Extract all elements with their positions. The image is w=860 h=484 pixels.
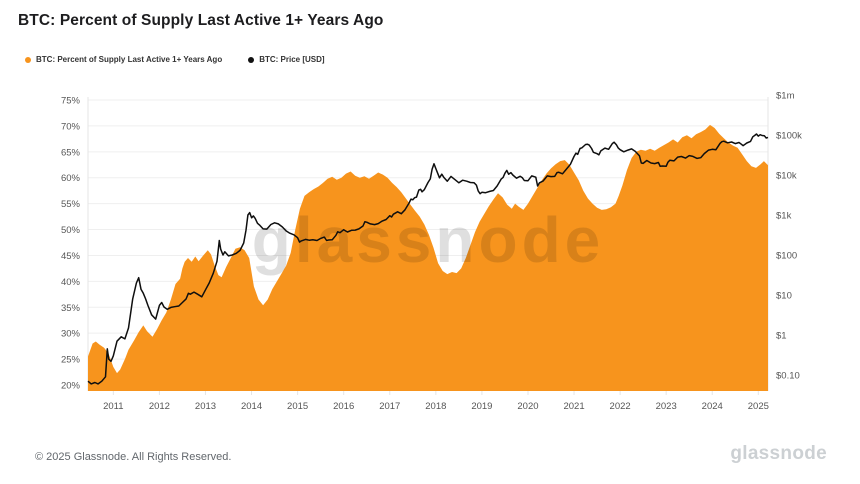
left-axis-tick-label: 60% — [61, 173, 81, 184]
legend-label-supply: BTC: Percent of Supply Last Active 1+ Ye… — [36, 55, 223, 64]
x-axis-tick-label: 2015 — [287, 401, 308, 412]
x-axis-tick-label: 2012 — [149, 401, 170, 412]
left-axis-tick-label: 30% — [61, 329, 81, 340]
left-axis-tick-label: 40% — [61, 277, 81, 288]
x-axis-tick-label: 2014 — [241, 401, 262, 412]
right-axis-tick-label: $1 — [776, 331, 787, 342]
legend-item-price[interactable]: BTC: Price [USD] — [248, 55, 325, 64]
x-axis-tick-label: 2024 — [702, 401, 723, 412]
left-axis-tick-label: 70% — [61, 121, 81, 132]
right-axis-tick-label: $100 — [776, 251, 797, 262]
right-axis-tick-label: $0.10 — [776, 371, 800, 382]
x-axis-tick-label: 2022 — [610, 401, 631, 412]
glassnode-logo: glassnode — [730, 443, 827, 464]
supply-legend-dot-icon — [25, 56, 31, 63]
footer-copyright: © 2025 Glassnode. All Rights Reserved. — [35, 451, 232, 463]
left-axis-tick-label: 20% — [61, 381, 81, 392]
right-axis-tick-label: $1m — [776, 91, 795, 102]
x-axis-tick-label: 2013 — [195, 401, 216, 412]
left-axis-tick-label: 25% — [61, 355, 81, 366]
right-axis-tick-label: $100k — [776, 131, 802, 142]
chart-legend: BTC: Percent of Supply Last Active 1+ Ye… — [25, 55, 325, 64]
price-line-series — [87, 133, 769, 385]
x-axis-tick-label: 2021 — [563, 401, 584, 412]
left-axis-tick-label: 75% — [61, 96, 81, 107]
x-axis-tick-label: 2017 — [379, 401, 400, 412]
price-legend-dot-icon — [248, 56, 255, 63]
x-axis-tick-label: 2018 — [425, 401, 446, 412]
x-axis-tick-label: 2025 — [748, 401, 769, 412]
left-axis-tick-label: 55% — [61, 199, 81, 210]
supply-area-series — [88, 124, 768, 392]
legend-item-supply[interactable]: BTC: Percent of Supply Last Active 1+ Ye… — [25, 55, 222, 64]
left-axis-tick-label: 50% — [61, 225, 81, 236]
right-axis-tick-label: $10k — [776, 171, 797, 182]
right-axis-tick-label: $1k — [776, 211, 792, 222]
x-axis-tick-label: 2020 — [517, 401, 538, 412]
legend-label-price: BTC: Price [USD] — [259, 55, 325, 64]
left-axis-tick-label: 45% — [61, 251, 81, 262]
left-axis-tick-label: 65% — [61, 147, 81, 158]
x-axis-tick-label: 2011 — [103, 401, 123, 412]
page-title: BTC: Percent of Supply Last Active 1+ Ye… — [18, 12, 384, 29]
x-axis-tick-label: 2019 — [471, 401, 492, 412]
x-axis-tick-label: 2016 — [333, 401, 354, 412]
left-axis-tick-label: 35% — [61, 303, 81, 314]
right-axis-tick-label: $10 — [776, 291, 792, 302]
x-axis-tick-label: 2023 — [656, 401, 677, 412]
